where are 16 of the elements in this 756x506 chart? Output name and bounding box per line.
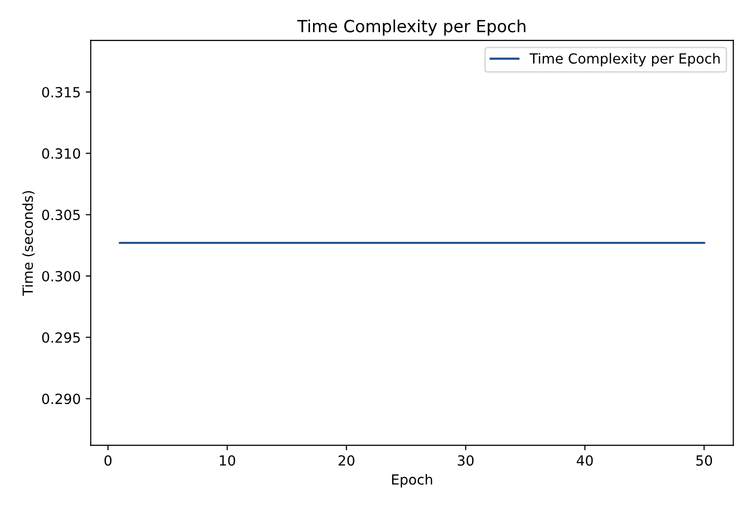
y-tick-label: 0.310 [42,148,80,159]
x-tick-label: 30 [458,455,474,466]
y-tick-label: 0.315 [42,86,80,98]
x-tick-label: 50 [696,455,712,466]
y-tick-label: 0.305 [42,210,80,220]
x-tick-label: 40 [576,455,593,466]
x-tick-label: 0 [104,455,112,466]
legend-label: Time Complexity per Epoch [530,52,720,66]
x-tick-label: 10 [220,455,236,466]
chart-title: Time Complexity per Epoch [297,19,526,36]
y-axis-title: Time (seconds) [22,191,35,296]
x-axis-title: Epoch [392,474,432,488]
x-tick-label: 20 [338,455,354,466]
y-tick-label: 0.290 [42,394,80,404]
y-tick-label: 0.300 [42,270,80,282]
y-tick-label: 0.295 [42,332,80,343]
